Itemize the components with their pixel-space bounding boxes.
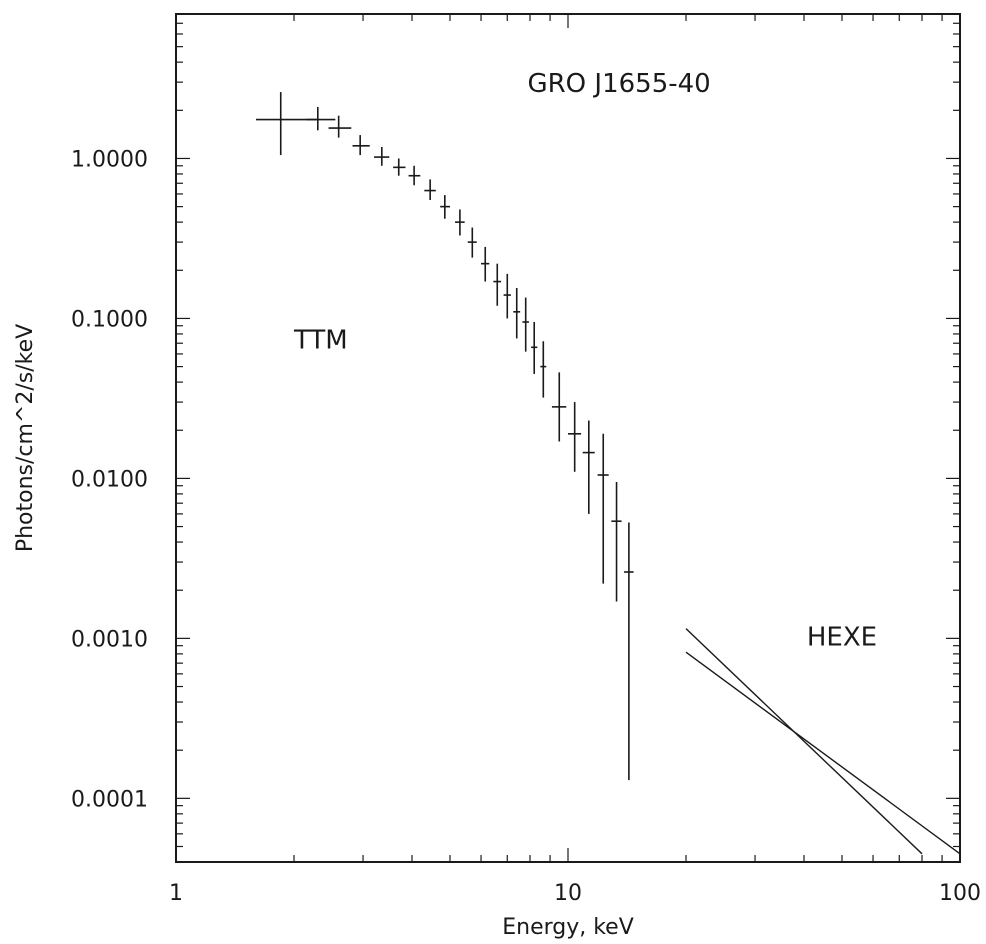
ttm-data-point (624, 523, 634, 781)
x-tick-label: 1 (169, 881, 183, 906)
ttm-data-point (552, 372, 566, 441)
ttm-data-point (352, 135, 369, 155)
ttm-data-point (468, 228, 477, 258)
hexe-model-line (686, 629, 922, 854)
ttm-data-point (306, 107, 335, 130)
ttm-data-point (531, 322, 537, 374)
axis-ticks (176, 14, 960, 862)
y-tick-label: 0.0001 (71, 787, 148, 812)
y-tick-label: 0.0010 (71, 627, 148, 652)
ttm-data-point (611, 482, 621, 602)
ttm-data-point (568, 402, 581, 472)
ttm-data-point (374, 147, 389, 166)
hexe-model-line (686, 652, 960, 854)
annotation-hexe: HEXE (807, 623, 877, 653)
y-tick-label: 0.0100 (71, 467, 148, 492)
ttm-data-point (598, 434, 609, 584)
ttm-data-point (540, 341, 546, 397)
ttm-data-point (522, 298, 529, 352)
hexe-series (686, 629, 960, 854)
x-axis-title: Energy, keV (502, 915, 634, 940)
ttm-series (256, 92, 634, 780)
y-tick-label: 0.1000 (71, 307, 148, 332)
ttm-data-point (504, 274, 511, 319)
ttm-data-point (424, 179, 435, 200)
ttm-data-point (455, 209, 465, 235)
x-tick-labels: 1 10 100 (169, 881, 981, 906)
x-tick-label: 10 (554, 881, 582, 906)
ttm-data-point (256, 92, 318, 155)
y-axis-title: Photons/cm^2/s/keV (13, 324, 38, 552)
ttm-data-point (513, 288, 520, 338)
ttm-data-point (583, 421, 595, 514)
ttm-data-point (393, 158, 405, 175)
annotation-ttm: TTM (293, 325, 348, 355)
ttm-data-point (481, 247, 489, 282)
annotation-gro-j1655-40: GRO J1655-40 (527, 69, 710, 99)
y-tick-label: 1.0000 (71, 147, 148, 172)
ttm-data-point (440, 195, 450, 219)
ttm-data-point (409, 166, 421, 185)
ttm-data-point (493, 264, 501, 306)
y-tick-labels: 1.0000 0.1000 0.0100 0.0010 0.0001 (71, 147, 148, 812)
x-tick-label: 100 (939, 881, 981, 906)
plot-frame (176, 14, 960, 862)
